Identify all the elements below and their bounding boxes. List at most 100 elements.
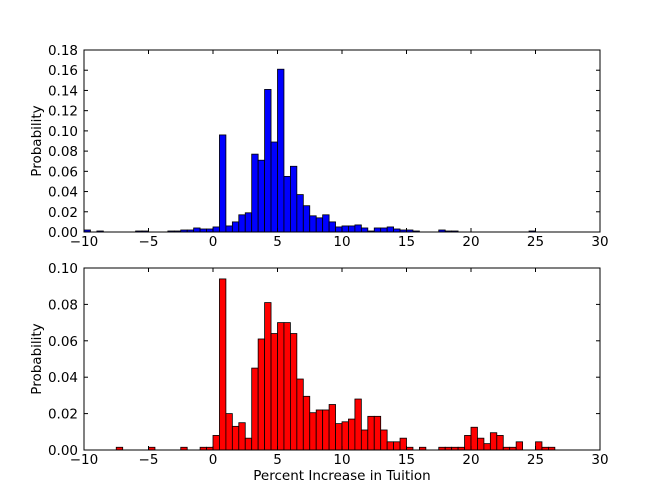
x-tick-label: 30 [591, 452, 608, 468]
x-tick-label: −10 [70, 452, 99, 468]
histogram-bar [193, 227, 201, 233]
histogram-bar [360, 429, 369, 451]
x-tick-label: −10 [70, 234, 99, 250]
histogram-bar [277, 322, 285, 451]
histogram-bar [315, 217, 324, 233]
histogram-bar [328, 221, 336, 233]
histogram-bar [225, 225, 233, 233]
histogram-bar [244, 212, 253, 233]
y-tick-label: 0.12 [48, 104, 78, 120]
histogram-bar [264, 302, 272, 451]
histogram-bar [354, 224, 362, 233]
y-tick-label: 0.08 [48, 297, 78, 313]
histogram-bar [296, 378, 304, 451]
histogram-bar [219, 134, 227, 233]
y-tick-label: 0.10 [48, 124, 78, 140]
y-tick-label: 0.02 [48, 407, 78, 423]
histogram-bar [335, 423, 343, 451]
histogram-bar [302, 395, 311, 451]
histogram-bar [393, 441, 401, 451]
histogram-bar [477, 437, 485, 451]
y-tick-label: 0.16 [48, 63, 78, 79]
histogram-bar [270, 141, 278, 233]
histogram-bar [219, 278, 227, 451]
x-tick-label: 15 [398, 234, 415, 250]
histogram-bar [309, 215, 317, 233]
histogram-bar [328, 404, 336, 451]
y-tick-label: 0.18 [48, 43, 78, 59]
histogram-bar [380, 227, 388, 233]
histogram-bar [257, 159, 265, 233]
histogram-bar [309, 412, 317, 451]
histogram-bar [270, 333, 278, 451]
y-tick-label: 0.06 [48, 164, 78, 180]
bottom-histogram-panel: −10 −5 0 5 10 15 20 25 30 0.00 0.02 0.04 0.06 0.08 0.1… [29, 261, 609, 484]
x-tick-label: 0 [209, 452, 218, 468]
x-tick-label: 5 [273, 234, 282, 250]
x-tick-label: 10 [333, 234, 350, 250]
histogram-bar [489, 432, 498, 451]
axes-frame [83, 49, 601, 233]
y-axis-label: Probability [29, 105, 45, 176]
histogram-bar [296, 194, 304, 233]
histogram-bar [535, 441, 543, 451]
histogram-bar [251, 367, 259, 451]
histogram-bar [360, 227, 369, 233]
y-axis-label: Probability [29, 323, 45, 394]
y-tick-label: 0.00 [48, 225, 78, 241]
x-tick-label: 15 [398, 452, 415, 468]
histogram-bar [496, 435, 504, 451]
histogram-bar [483, 443, 491, 451]
histogram-bar [380, 429, 388, 451]
histogram-bar [251, 153, 259, 233]
histogram-bar [348, 225, 356, 233]
histogram-bar [212, 226, 220, 233]
histogram-bar [315, 409, 324, 451]
x-tick-label: −5 [139, 234, 159, 250]
x-tick-label: 25 [527, 234, 544, 250]
histogram-bar [341, 225, 349, 233]
histogram-bar [373, 227, 382, 233]
y-tick-label: 0.04 [48, 370, 78, 386]
histogram-bar [212, 435, 220, 451]
y-tick-label: 0.00 [48, 443, 78, 459]
histogram-bar [302, 205, 311, 233]
y-tick-label: 0.04 [48, 185, 78, 201]
x-tick-label: 5 [273, 452, 282, 468]
histogram-bar [515, 441, 524, 451]
y-tick-label: 0.10 [48, 261, 78, 277]
histogram-bar [354, 398, 362, 451]
histogram-bar [238, 214, 246, 233]
histogram-bar [322, 214, 330, 233]
y-tick-label: 0.08 [48, 144, 78, 160]
histogram-bar [335, 226, 343, 233]
histogram-bar [399, 437, 407, 451]
x-tick-label: 25 [527, 452, 544, 468]
histogram-bar [277, 68, 285, 233]
histogram-bar [386, 441, 394, 451]
x-tick-label: 0 [209, 234, 218, 250]
histogram-bar [289, 333, 298, 451]
x-tick-label: −5 [139, 452, 159, 468]
top-histogram-panel: −10 −5 0 5 10 15 20 25 30 0.00 0.02 0.04 0.06 0.08 0.1… [29, 43, 609, 250]
histogram-bar [225, 413, 233, 451]
x-tick-label: 20 [462, 234, 479, 250]
y-tick-label: 0.02 [48, 205, 78, 221]
x-axis-label: Percent Increase in Tuition [253, 468, 430, 484]
histogram-bar [231, 221, 240, 233]
histogram-bar [464, 435, 472, 451]
histogram-bar [367, 415, 375, 451]
histogram-bar [470, 426, 478, 451]
histogram-bar [231, 425, 240, 451]
y-tick-label: 0.14 [48, 83, 78, 99]
histogram-bar [373, 415, 382, 451]
histogram-bar [283, 322, 291, 451]
histogram-bar [322, 409, 330, 451]
y-tick-label: 0.06 [48, 334, 78, 350]
histogram-bar [257, 338, 265, 451]
x-tick-label: 30 [591, 234, 608, 250]
x-tick-label: 20 [462, 452, 479, 468]
histogram-bar [244, 437, 253, 451]
histogram-bar [283, 175, 291, 233]
